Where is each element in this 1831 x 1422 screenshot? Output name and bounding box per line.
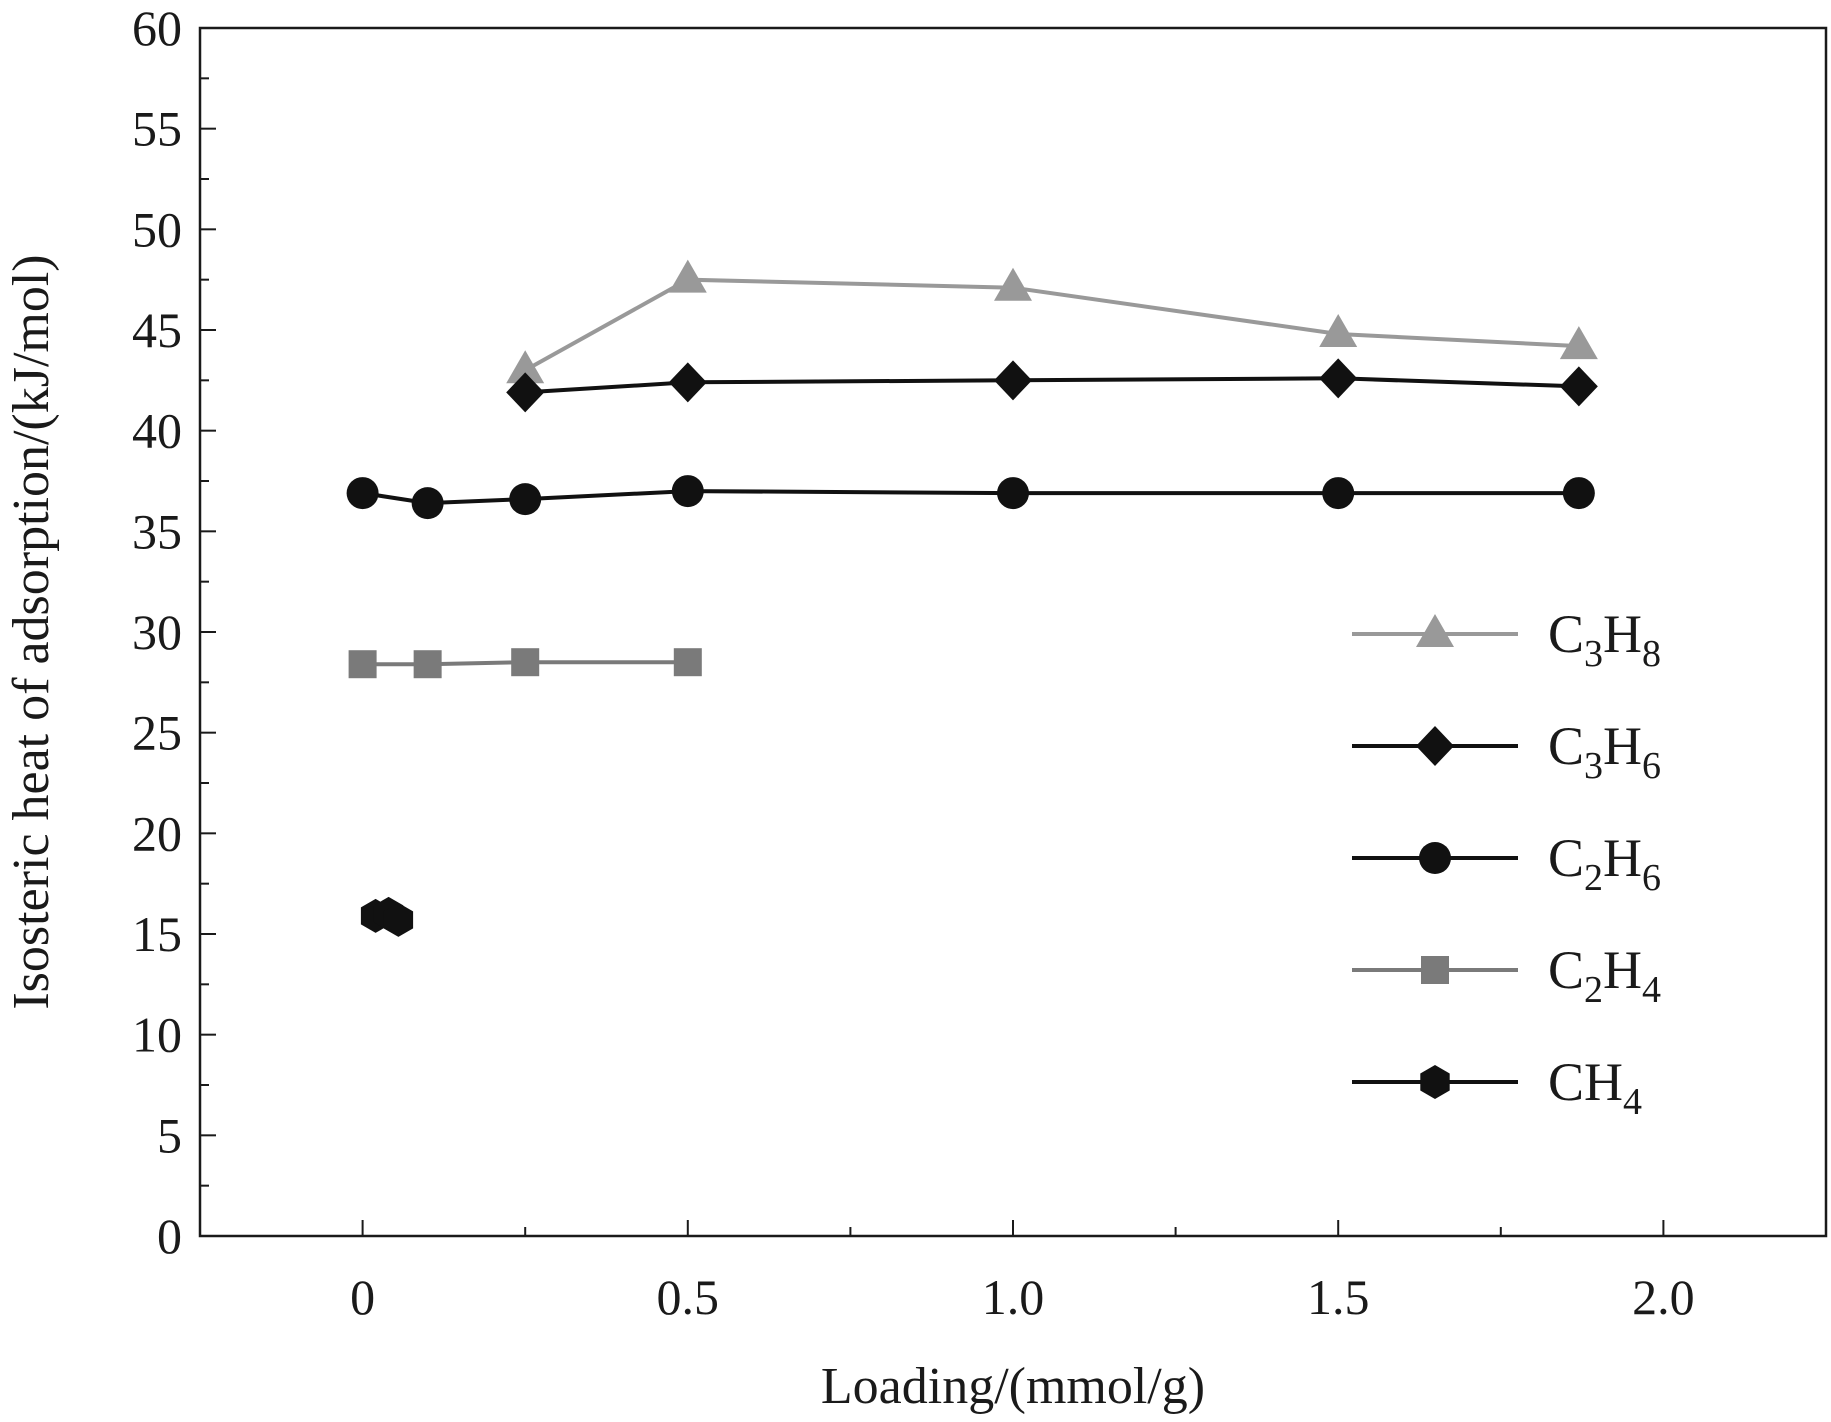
data-point-c2h4: [673, 648, 702, 677]
y-tick-label: 50: [132, 201, 182, 257]
series-c3h6: [506, 358, 1598, 413]
legend-label-c2h6: C2H6: [1548, 828, 1661, 899]
legend-label-c2h4: C2H4: [1548, 940, 1661, 1011]
data-point-c2h4: [511, 648, 540, 677]
legend-label-c3h6: C3H6: [1548, 716, 1661, 787]
data-point-c3h6: [994, 360, 1032, 401]
x-tick-label: 0: [350, 1269, 375, 1325]
data-point-c3h8: [668, 259, 707, 293]
data-point-c2h6: [346, 477, 379, 510]
x-axis: 0 0.5 1.0 1.5 2.0: [350, 1220, 1695, 1325]
legend-label-ch4: CH4: [1548, 1052, 1642, 1123]
series-c2h6: [346, 475, 1595, 520]
y-tick-label: 15: [132, 906, 182, 962]
legend-item-c3h8: C3H8: [1352, 604, 1661, 675]
legend-item-c2h6: C2H6: [1352, 828, 1661, 899]
y-tick-label: 35: [132, 503, 182, 559]
x-tick-label: 1.0: [982, 1269, 1045, 1325]
data-point-c2h4: [413, 650, 442, 679]
legend-marker-c2h6: [1419, 842, 1451, 874]
y-tick-label: 10: [132, 1007, 182, 1063]
series-c3h8: [506, 259, 1598, 384]
legend-marker-c2h4: [1421, 956, 1449, 984]
data-point-c2h4: [348, 650, 377, 679]
data-point-c2h6: [671, 475, 704, 508]
legend-item-c3h6: C3H6: [1352, 716, 1661, 787]
x-axis-title: Loading/(mmol/g): [821, 1358, 1205, 1415]
data-point-c3h8: [506, 350, 545, 384]
legend-label-c3h8: C3H8: [1548, 604, 1661, 675]
data-point-c2h6: [411, 487, 444, 520]
data-point-c3h8: [1319, 314, 1358, 348]
data-point-ch4: [383, 902, 414, 937]
legend-marker-c3h8: [1416, 614, 1454, 647]
data-point-c2h6: [1562, 477, 1595, 510]
data-point-c3h6: [506, 372, 545, 413]
x-tick-label: 1.5: [1307, 1269, 1370, 1325]
legend: C3H8 C3H6 C2H6 C2H4 CH4: [1352, 604, 1661, 1123]
y-tick-label: 0: [157, 1208, 182, 1264]
series-line-c2h4: [362, 660, 688, 667]
data-point-c2h6: [997, 477, 1029, 510]
data-point-c3h8: [1559, 326, 1598, 360]
y-tick-label: 5: [157, 1107, 182, 1163]
y-tick-label: 45: [132, 302, 182, 358]
data-point-c2h6: [509, 483, 542, 516]
legend-marker-c3h6: [1416, 726, 1454, 766]
data-point-c3h8: [994, 267, 1032, 301]
y-tick-label: 60: [132, 0, 182, 56]
legend-item-ch4: CH4: [1352, 1052, 1642, 1123]
y-tick-label: 30: [132, 604, 182, 660]
data-point-c3h6: [1559, 366, 1598, 407]
series-line-c2h6: [362, 489, 1579, 506]
x-tick-label: 2.0: [1632, 1269, 1695, 1325]
y-tick-label: 25: [132, 705, 182, 761]
legend-marker-ch4: [1420, 1065, 1450, 1099]
legend-item-c2h4: C2H4: [1352, 940, 1661, 1011]
y-axis-title: Isosteric heat of adsorption/(kJ/mol): [3, 254, 60, 1009]
data-point-c2h6: [1322, 477, 1355, 510]
x-tick-label: 0.5: [657, 1269, 720, 1325]
series-ch4: [360, 896, 414, 937]
series-line-c3h8: [524, 277, 1579, 373]
y-tick-label: 55: [132, 101, 182, 157]
series-c2h4: [348, 648, 702, 679]
y-tick-label: 20: [132, 805, 182, 861]
y-axis: 0 5 10 15 20 25 30 35 40 45 50 55 60: [132, 0, 216, 1264]
series-layer: [346, 259, 1598, 937]
y-tick-label: 40: [132, 403, 182, 459]
data-point-c3h6: [1319, 358, 1358, 399]
data-point-c3h6: [668, 362, 707, 403]
